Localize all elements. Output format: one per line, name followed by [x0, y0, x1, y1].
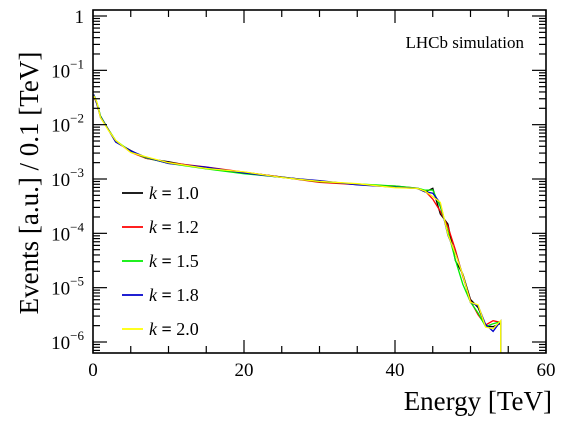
legend-entry: k = 1.0 [149, 183, 199, 203]
series-layer [93, 94, 502, 353]
y-tick-label: 10−1 [51, 56, 84, 82]
lhcb-simulation-label: LHCb simulation [405, 33, 524, 52]
series-line-k-2-0 [93, 95, 502, 353]
y-axis-title: Events [a.u.] / 0.1 [TeV] [14, 52, 44, 315]
y-tick-label: 10−5 [51, 274, 84, 300]
legend-entry: k = 1.5 [149, 251, 199, 271]
y-tick-label: 1 [75, 7, 85, 28]
x-tick-label: 20 [235, 360, 254, 381]
x-axis-title: Energy [TeV] [404, 386, 552, 416]
y-tick-label: 10−6 [51, 328, 84, 354]
x-tick-label: 0 [88, 360, 98, 381]
x-tick-label: 60 [537, 360, 556, 381]
legend-entry: k = 1.8 [149, 285, 199, 305]
y-tick-label: 10−3 [51, 165, 84, 191]
x-tick-label: 40 [386, 360, 405, 381]
y-tick-label: 10−2 [51, 111, 84, 137]
y-axis-ticks [93, 15, 546, 352]
y-axis-tick-labels: 10−6 10−5 10−4 10−3 10−2 10−1 1 [51, 7, 84, 354]
legend-entry: k = 2.0 [149, 319, 199, 339]
x-axis-tick-labels: 0 20 40 60 [88, 360, 555, 381]
y-tick-label: 10−4 [51, 219, 84, 245]
legend: k = 1.0 k = 1.2 k = 1.5 k = 1.8 k = 2.0 [122, 183, 199, 339]
legend-entry: k = 1.2 [149, 217, 199, 237]
